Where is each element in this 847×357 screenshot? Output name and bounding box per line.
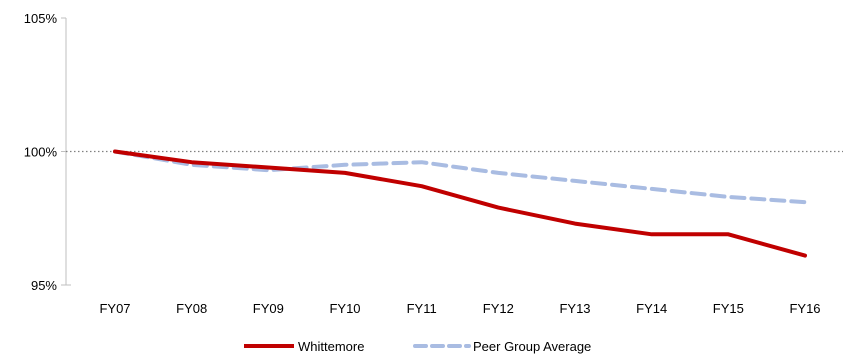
x-tick-label: FY15 [713,301,744,316]
y-tick-label: 95% [31,278,57,293]
x-tick-label: FY11 [407,301,437,316]
series-line-whittemore [113,149,807,258]
x-tick-label: FY10 [329,301,360,316]
x-tick-label: FY09 [253,301,284,316]
x-tick-labels: FY07 FY08 FY09 FY10 FY11 FY12 FY13 FY14 FY15 FY16 [99,301,820,316]
x-tick-label: FY08 [176,301,207,316]
legend-label-peer-group-average: Peer Group Average [473,339,591,354]
x-tick-label: FY07 [99,301,130,316]
legend: Whittemore Peer Group Average [244,339,591,354]
y-tick-labels: 95% 100% 105% [24,11,58,293]
y-ticks [61,17,66,286]
x-tick-label: FY14 [636,301,667,316]
x-tick-label: FY13 [559,301,590,316]
y-tick-label: 105% [24,11,58,26]
series-line-peer-group-average [113,149,807,205]
x-tick-label: FY12 [483,301,514,316]
x-tick-label: FY16 [789,301,820,316]
y-tick-label: 100% [24,145,58,160]
legend-label-whittemore: Whittemore [298,339,364,354]
series-layer [113,149,807,258]
